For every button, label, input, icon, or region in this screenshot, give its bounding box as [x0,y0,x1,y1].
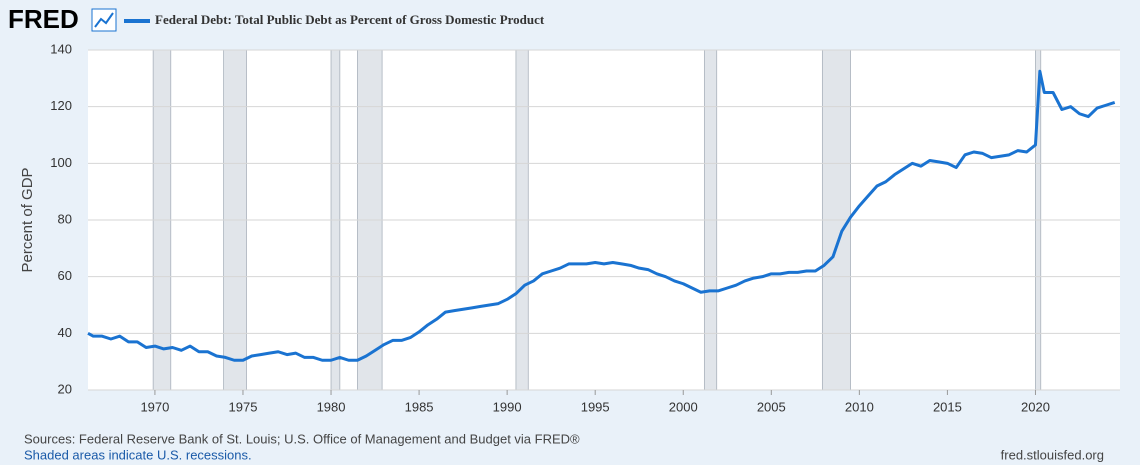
x-tick-label: 1995 [581,399,610,414]
y-tick-label: 80 [58,211,72,226]
x-tick-label: 2010 [845,399,874,414]
x-tick-label: 1975 [229,399,258,414]
x-tick-label: 1990 [493,399,522,414]
y-axis-label: Percent of GDP [19,167,36,272]
y-tick-label: 20 [58,381,72,396]
x-tick-label: 2020 [1021,399,1050,414]
x-tick-label: 1980 [317,399,346,414]
source-url: fred.stlouisfed.org [1001,447,1104,462]
x-tick-label: 2000 [669,399,698,414]
x-tick-label: 2005 [757,399,786,414]
recession-note: Shaded areas indicate U.S. recessions. [24,447,252,462]
x-tick-label: 1985 [405,399,434,414]
y-tick-label: 120 [50,98,72,113]
x-tick-label: 1970 [140,399,169,414]
logo-icon [91,8,117,32]
data-line [87,69,1116,362]
y-tick-label: 140 [50,41,72,56]
legend-label: Federal Debt: Total Public Debt as Perce… [155,12,545,27]
logo: FRED [8,4,79,34]
y-tick-label: 60 [58,268,72,283]
source-note: Sources: Federal Reserve Bank of St. Lou… [24,431,580,446]
y-tick-label: 100 [50,155,72,170]
y-tick-label: 40 [58,325,72,340]
x-tick-label: 2015 [933,399,962,414]
